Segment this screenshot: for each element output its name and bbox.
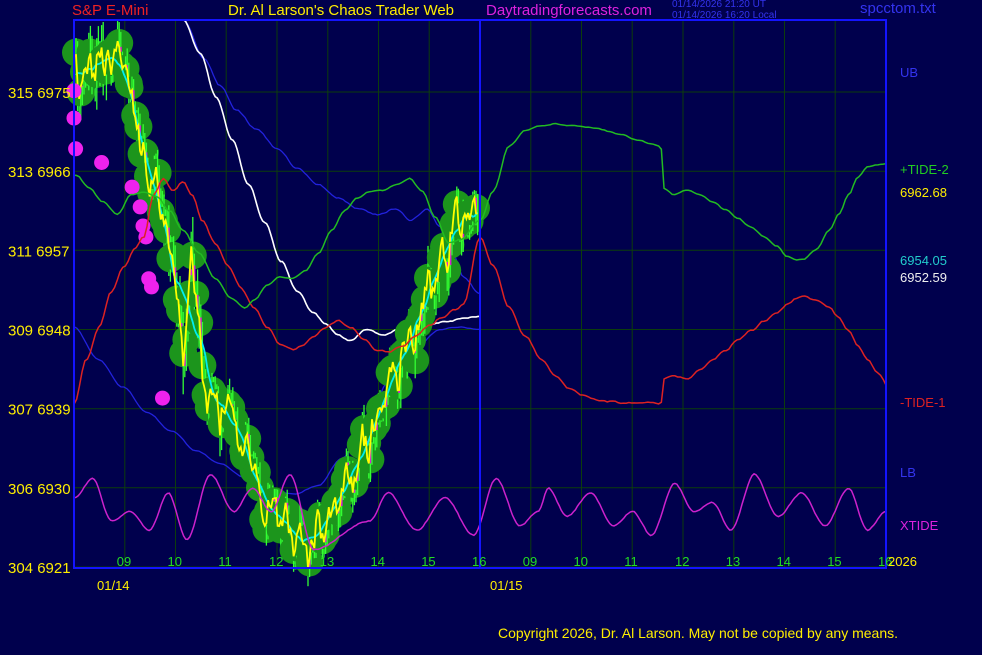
svg-text:304 6921: 304 6921	[8, 560, 71, 577]
svg-text:2026: 2026	[888, 554, 917, 569]
svg-text:315 6975: 315 6975	[8, 85, 71, 102]
svg-text:13: 13	[726, 554, 740, 569]
svg-text:12: 12	[675, 554, 689, 569]
svg-text:313 6966: 313 6966	[8, 164, 71, 181]
svg-text:13: 13	[320, 554, 334, 569]
svg-text:307 6939: 307 6939	[8, 402, 71, 419]
svg-text:09: 09	[117, 554, 131, 569]
svg-text:11: 11	[624, 554, 638, 569]
svg-text:14: 14	[777, 554, 791, 569]
svg-text:12: 12	[269, 554, 283, 569]
svg-text:09: 09	[523, 554, 537, 569]
svg-text:11: 11	[218, 554, 232, 569]
svg-text:311 6957: 311 6957	[8, 243, 69, 260]
svg-text:16: 16	[472, 554, 486, 569]
svg-text:306 6930: 306 6930	[8, 481, 71, 498]
svg-text:15: 15	[421, 554, 435, 569]
svg-text:15: 15	[827, 554, 841, 569]
svg-text:309 6948: 309 6948	[8, 323, 71, 340]
svg-text:10: 10	[168, 554, 182, 569]
svg-text:14: 14	[371, 554, 385, 569]
svg-text:10: 10	[574, 554, 588, 569]
